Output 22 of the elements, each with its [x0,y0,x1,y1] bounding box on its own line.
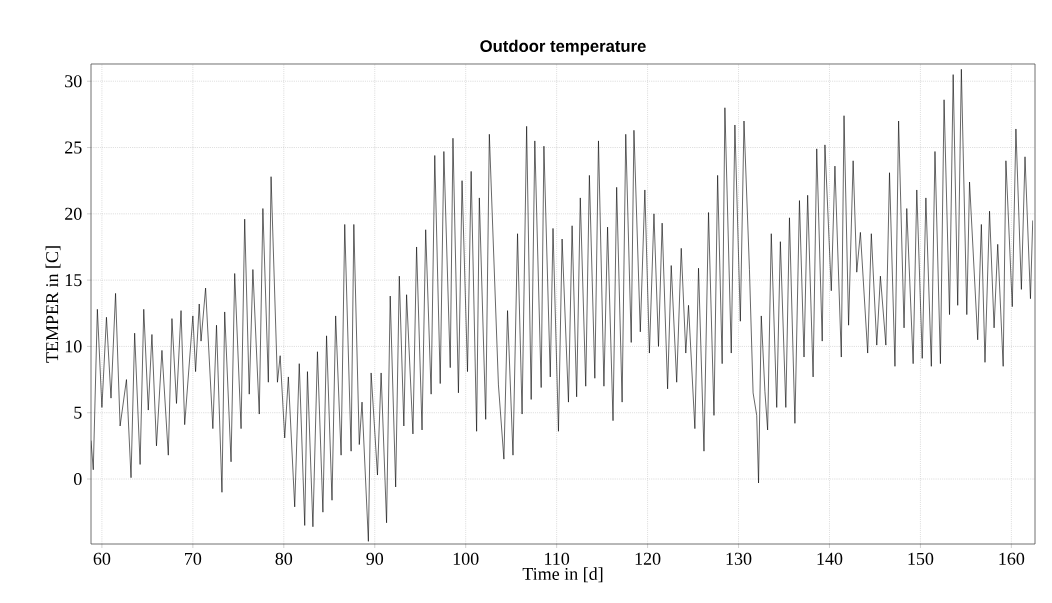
x-tick-label: 80 [275,552,293,565]
line-series [91,69,1034,542]
x-tick-label: 110 [545,552,570,565]
x-axis-title: Time in [d] [522,567,603,583]
y-tick-label: 0 [73,472,82,486]
y-tick-label: 20 [65,207,82,220]
x-tick-label: 140 [817,552,843,565]
chart-title: Outdoor temperature [480,39,646,56]
y-tick-label: 25 [65,141,82,154]
x-tick-label: 60 [93,552,111,565]
x-tick-label: 150 [908,552,934,565]
y-tick-label: 5 [74,406,82,419]
x-tick-label: 130 [726,552,752,565]
x-tick-label: 100 [453,552,479,565]
y-axis-title: TEMPER in [C] [45,246,61,363]
x-tick-label: 90 [366,552,384,565]
x-tick-label: 160 [999,552,1025,565]
x-tick-label: 70 [185,552,202,565]
x-tick-label: 120 [635,552,661,565]
y-tick-label: 10 [65,340,82,353]
y-tick-label: 15 [65,274,82,287]
y-tick-label: 30 [65,75,82,88]
